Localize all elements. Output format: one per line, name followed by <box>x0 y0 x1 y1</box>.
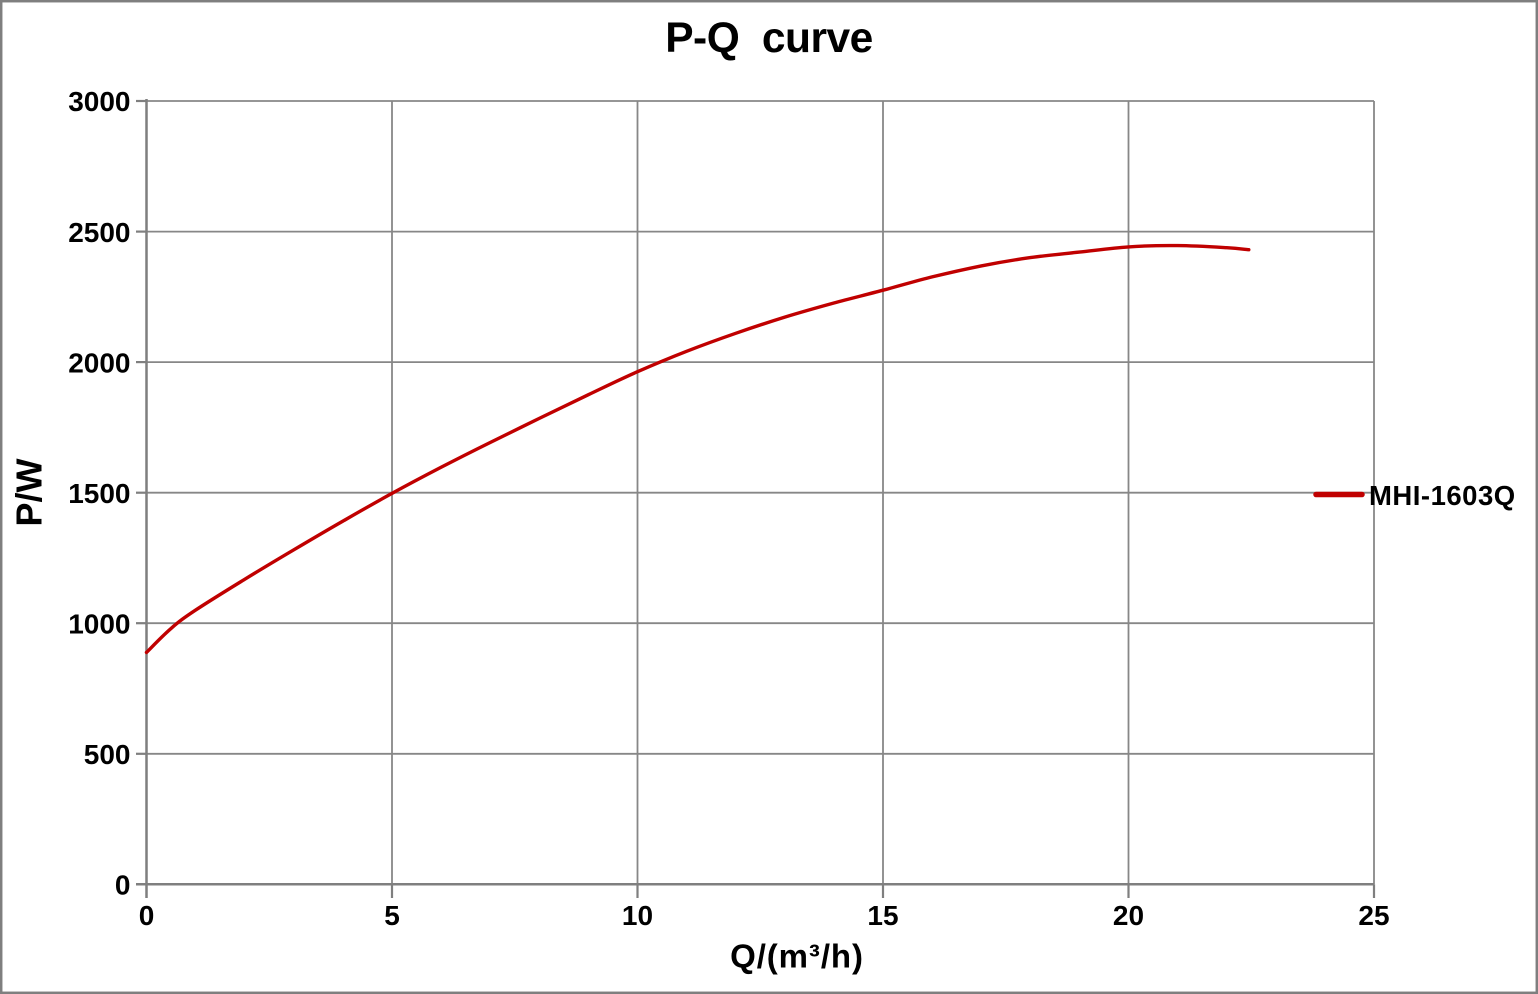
svg-text:2500: 2500 <box>68 217 130 248</box>
svg-text:1000: 1000 <box>68 608 130 639</box>
svg-text:500: 500 <box>84 739 131 770</box>
svg-text:0: 0 <box>115 870 131 901</box>
svg-text:0: 0 <box>139 900 155 931</box>
svg-text:20: 20 <box>1113 900 1144 931</box>
svg-text:P/W: P/W <box>9 458 50 526</box>
svg-text:P-Q curve: P-Q curve <box>665 15 873 62</box>
svg-text:25: 25 <box>1358 900 1389 931</box>
svg-text:3000: 3000 <box>68 86 130 117</box>
svg-text:Q/(m³/h): Q/(m³/h) <box>730 938 864 975</box>
svg-text:1500: 1500 <box>68 478 130 509</box>
svg-text:15: 15 <box>867 900 898 931</box>
svg-text:10: 10 <box>622 900 653 931</box>
svg-text:2000: 2000 <box>68 347 130 378</box>
svg-text:MHI-1603Q: MHI-1603Q <box>1369 480 1516 511</box>
svg-text:5: 5 <box>384 900 400 931</box>
